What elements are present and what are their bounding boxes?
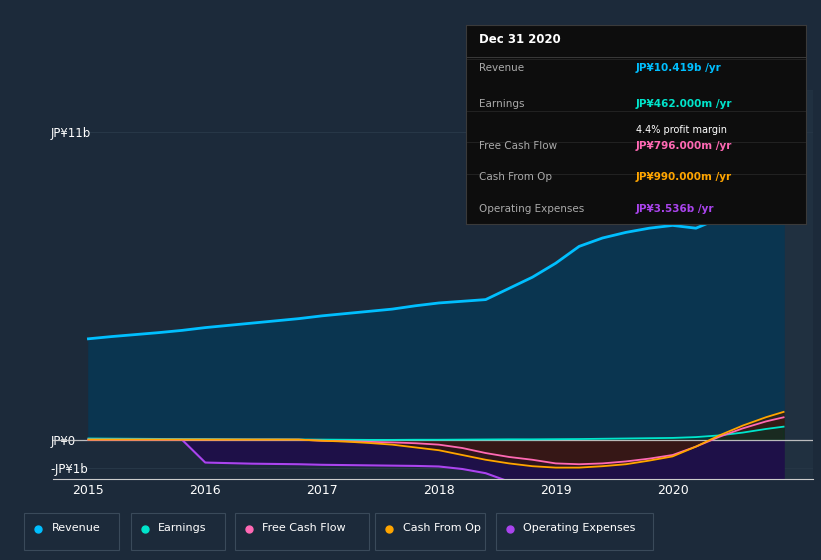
Bar (655, 90, 813, 479)
Text: 4.4% profit margin: 4.4% profit margin (635, 125, 727, 134)
Text: JP¥462.000m /yr: JP¥462.000m /yr (635, 99, 732, 109)
FancyBboxPatch shape (25, 512, 119, 550)
Text: JP¥3.536b /yr: JP¥3.536b /yr (635, 204, 714, 214)
Text: Revenue: Revenue (52, 523, 101, 533)
Text: Free Cash Flow: Free Cash Flow (479, 141, 557, 151)
Text: Operating Expenses: Operating Expenses (479, 204, 585, 214)
Text: Operating Expenses: Operating Expenses (523, 523, 635, 533)
Text: Free Cash Flow: Free Cash Flow (263, 523, 346, 533)
FancyBboxPatch shape (375, 512, 485, 550)
Text: Earnings: Earnings (158, 523, 207, 533)
Text: Cash From Op: Cash From Op (479, 172, 553, 183)
FancyBboxPatch shape (496, 512, 654, 550)
Text: Revenue: Revenue (479, 63, 525, 73)
FancyBboxPatch shape (235, 512, 369, 550)
Text: JP¥10.419b /yr: JP¥10.419b /yr (635, 63, 722, 73)
Text: JP¥796.000m /yr: JP¥796.000m /yr (635, 141, 732, 151)
Text: Earnings: Earnings (479, 99, 525, 109)
FancyBboxPatch shape (131, 512, 225, 550)
Text: Dec 31 2020: Dec 31 2020 (479, 33, 561, 46)
Text: JP¥990.000m /yr: JP¥990.000m /yr (635, 172, 732, 183)
Text: Cash From Op: Cash From Op (402, 523, 480, 533)
